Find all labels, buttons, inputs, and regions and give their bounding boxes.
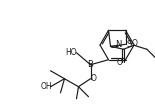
- Text: B: B: [88, 60, 93, 69]
- Text: O: O: [117, 58, 123, 67]
- Text: S: S: [127, 40, 132, 49]
- Text: O: O: [131, 39, 137, 48]
- Text: OH: OH: [41, 82, 52, 91]
- Text: HO: HO: [66, 48, 77, 57]
- Text: N: N: [115, 40, 121, 49]
- Text: O: O: [91, 74, 97, 83]
